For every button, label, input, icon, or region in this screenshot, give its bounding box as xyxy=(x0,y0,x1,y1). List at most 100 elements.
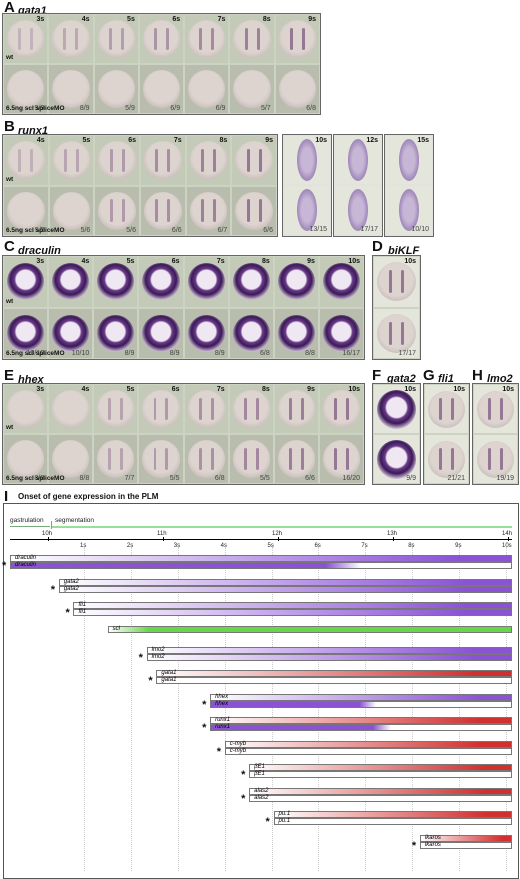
gene-label: βE1 xyxy=(254,771,265,777)
ratio-label: 9/9 xyxy=(34,105,45,112)
stage-label: 10s xyxy=(348,386,360,393)
panel-label-a: A xyxy=(4,0,15,16)
mo-embryo-cell: 16/20 xyxy=(319,435,363,483)
expression-stripe xyxy=(246,199,250,223)
gene-label: alas2 xyxy=(254,787,269,794)
gene-label: gata1 xyxy=(161,670,177,676)
gene-label: ikaros xyxy=(424,834,441,841)
expression-stripe xyxy=(388,321,392,345)
ratio-label: 17/17 xyxy=(360,226,378,233)
wt-embryo-cell: 4s xyxy=(49,15,93,63)
ratio-label: 8/9 xyxy=(124,350,135,357)
embryo xyxy=(7,191,45,230)
expression-stripe xyxy=(154,27,157,51)
wt-embryo-cell: 5s xyxy=(94,385,138,433)
expression-stripe xyxy=(450,397,454,421)
expression-stripe xyxy=(499,447,503,471)
wt-embryo-cell: 8s xyxy=(186,136,231,185)
gene-label: c-myb xyxy=(229,747,247,754)
gene-name-c: draculin xyxy=(18,245,61,257)
gene-name-g: fli1 xyxy=(438,373,454,385)
somite-gridline xyxy=(224,547,226,871)
embryo xyxy=(477,390,514,428)
wt-embryo-cell: 3s xyxy=(4,385,48,433)
embryo xyxy=(399,139,419,181)
somite-gridline xyxy=(130,547,132,871)
embryo xyxy=(428,440,465,478)
stage-label: 10s xyxy=(453,386,465,393)
hour-tick xyxy=(278,537,279,541)
embryo xyxy=(477,440,514,478)
expression-stripe xyxy=(258,148,262,172)
expression-bar-mo-lmo2: lmo2 xyxy=(146,653,512,661)
wt-label: wt xyxy=(6,175,14,183)
ratio-label: 10/10 xyxy=(71,350,90,357)
expression-stripe xyxy=(167,199,171,223)
gene-label: alas2 xyxy=(254,794,269,801)
embryo xyxy=(187,390,225,428)
stage-label: 12s xyxy=(366,137,378,144)
gene-label: draculin xyxy=(15,562,37,568)
embryo xyxy=(52,191,91,230)
wt-label: wt xyxy=(6,297,14,305)
gene-label: runx1 xyxy=(215,724,231,730)
embryo xyxy=(7,440,45,478)
expression-stripe xyxy=(301,27,305,51)
somite-gridline xyxy=(84,547,85,871)
mo-embryo-cell: 8/9 xyxy=(139,308,183,358)
mo-embryo-cell: 8/8 xyxy=(4,435,48,483)
panel-label-b: B xyxy=(4,118,15,135)
expression-stripe xyxy=(30,27,34,51)
gene-label: gata1 xyxy=(161,677,177,683)
embryo xyxy=(277,440,315,478)
wt-embryo-cell: 7s xyxy=(185,15,229,63)
expression-stripe xyxy=(165,447,169,471)
stage-label: 4s xyxy=(81,386,90,393)
expression-bar-wt-ikaros: ikaros xyxy=(419,834,512,842)
stage-label: 15s xyxy=(417,137,429,144)
expression-stripe xyxy=(334,447,337,471)
hour-tick xyxy=(163,537,164,541)
expression-bar-wt-pu.1: pu.1 xyxy=(273,811,512,818)
expression-stripe xyxy=(109,148,113,172)
ratio-label: 21/21 xyxy=(447,475,465,482)
expression-bar-mo-draculin: draculin xyxy=(10,562,512,569)
phase-gastrulation: gastrulation xyxy=(10,517,44,524)
stage-label: 5s xyxy=(126,258,135,265)
expression-stripe xyxy=(75,27,79,51)
wt-embryo-cell: 10s xyxy=(319,385,363,433)
mo-embryo-cell: 5/7 xyxy=(230,65,274,113)
stage-label: 3s xyxy=(36,386,45,393)
stage-label: 3s xyxy=(36,16,45,23)
mo-embryo-cell: 6/9 xyxy=(139,65,184,113)
mo-embryo-cell: 8/9 xyxy=(184,308,228,358)
asterisk-marker: * xyxy=(202,698,207,711)
stage-label: 4s xyxy=(36,137,45,144)
expression-bar-mo-c-myb: c-myb xyxy=(224,747,512,755)
ratio-label: 5/6 xyxy=(80,227,91,234)
embryo xyxy=(52,314,90,352)
wt-embryo-cell: 6s xyxy=(95,136,139,185)
expression-stripe xyxy=(198,397,202,421)
mo-embryo-cell: 9/9 xyxy=(4,65,48,113)
expression-stripe xyxy=(258,199,262,223)
expression-stripe xyxy=(213,199,217,223)
wt-embryo-cell: 9s xyxy=(275,15,319,63)
ratio-label: 8/8 xyxy=(34,475,45,482)
expression-stripe xyxy=(63,148,67,172)
expression-stripe xyxy=(121,199,125,223)
ratio-label: 8/9 xyxy=(79,105,90,112)
embryo xyxy=(377,389,416,429)
somite-label: 6s xyxy=(314,543,321,549)
wt-label: wt xyxy=(6,424,14,431)
embryo xyxy=(322,440,360,478)
expression-stripe xyxy=(153,447,157,471)
mo-embryo-cell: 17/17 xyxy=(335,186,381,234)
mo-embryo-cell: 19/19 xyxy=(474,435,517,483)
ratio-label: 5/5 xyxy=(34,227,45,234)
mo-embryo-cell: 6/8 xyxy=(275,65,319,113)
asterisk-marker: * xyxy=(411,839,417,852)
expression-stripe xyxy=(255,397,259,421)
gene-name-h: lmo2 xyxy=(487,373,513,385)
ratio-label: 8/8 xyxy=(79,475,90,482)
